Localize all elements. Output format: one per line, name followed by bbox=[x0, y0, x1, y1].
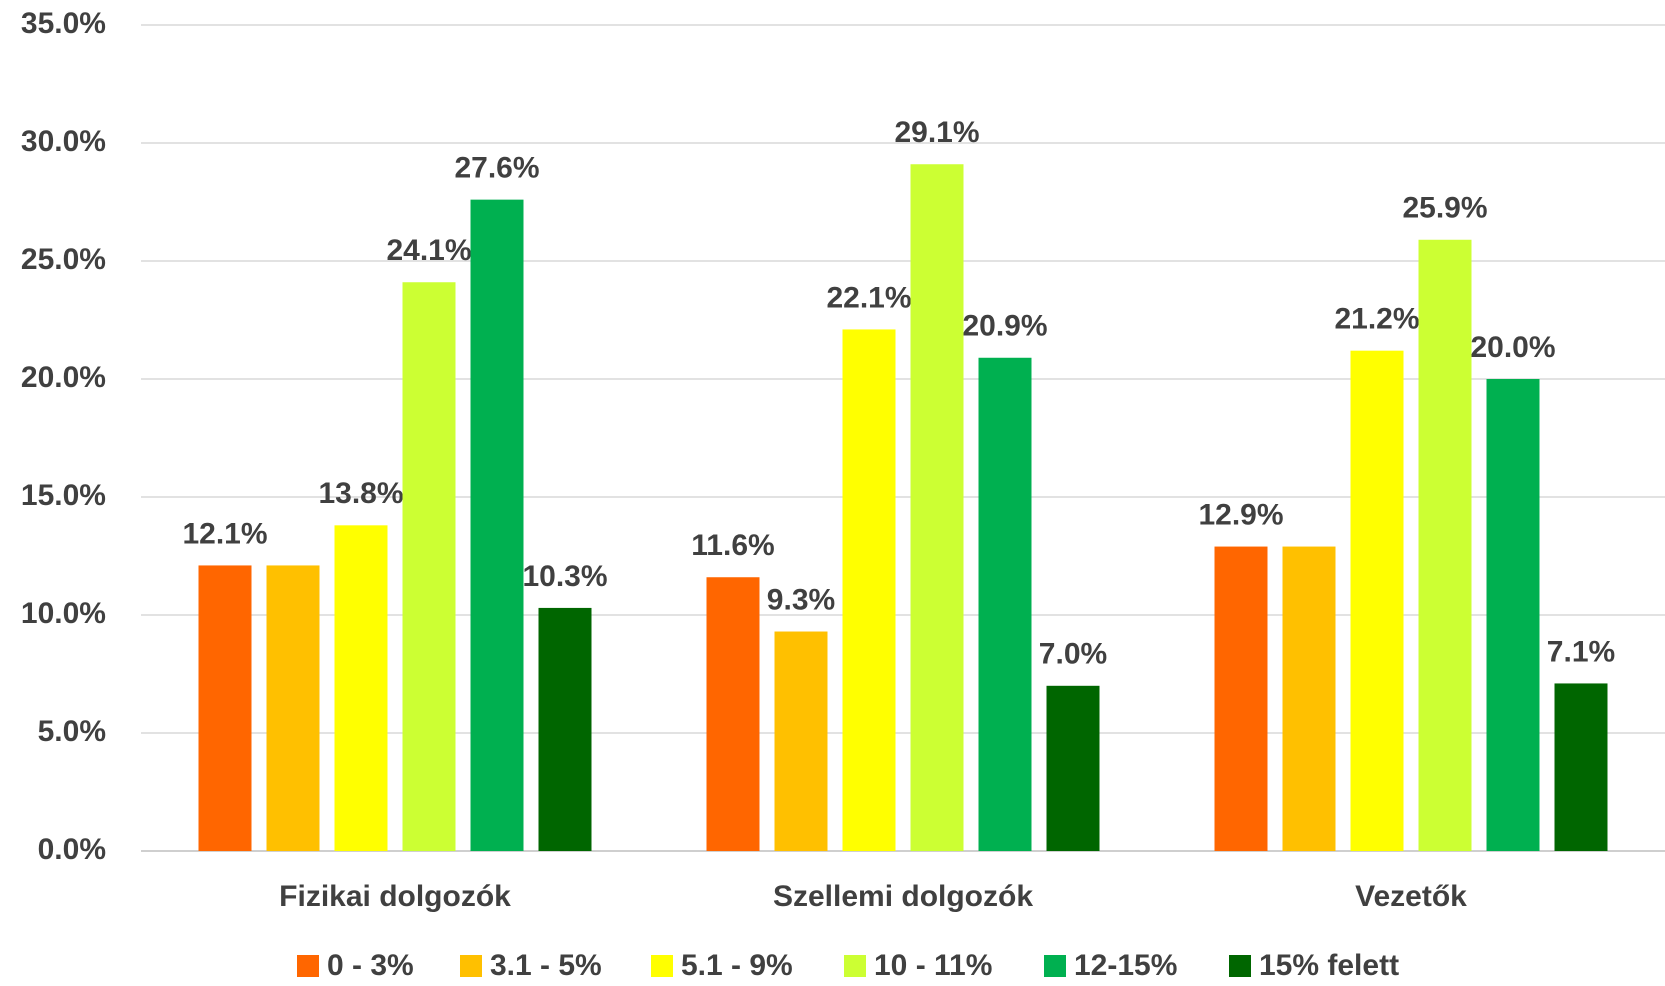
bar bbox=[538, 607, 592, 851]
legend-label: 10 - 11% bbox=[874, 949, 992, 981]
legend-label: 12-15% bbox=[1074, 949, 1177, 981]
legend-swatch bbox=[1044, 955, 1066, 977]
bar bbox=[334, 525, 388, 851]
legend-label: 5.1 - 9% bbox=[681, 949, 793, 981]
data-label: 9.3% bbox=[767, 583, 835, 616]
bar bbox=[706, 577, 760, 851]
bar bbox=[266, 565, 320, 851]
data-label: 13.8% bbox=[318, 477, 403, 510]
legend-swatch bbox=[651, 955, 673, 977]
data-label: 21.2% bbox=[1334, 303, 1419, 336]
bar bbox=[774, 631, 828, 851]
bar bbox=[1486, 379, 1540, 851]
data-label: 24.1% bbox=[386, 234, 471, 267]
y-tick-label: 25.0% bbox=[21, 243, 106, 276]
y-tick-label: 10.0% bbox=[21, 597, 106, 630]
data-label: 29.1% bbox=[894, 116, 979, 149]
bar bbox=[1214, 546, 1268, 851]
data-label: 27.6% bbox=[454, 152, 539, 185]
data-label: 12.1% bbox=[182, 517, 267, 550]
legend-label: 15% felett bbox=[1259, 949, 1399, 981]
data-label: 20.0% bbox=[1470, 331, 1555, 364]
x-tick-label: Vezetők bbox=[1355, 880, 1467, 913]
bar bbox=[198, 565, 252, 851]
legend-swatch bbox=[297, 955, 319, 977]
bar bbox=[1418, 239, 1472, 851]
data-label: 7.1% bbox=[1547, 635, 1615, 668]
y-tick-label: 15.0% bbox=[21, 479, 106, 512]
x-tick-label: Szellemi dolgozók bbox=[773, 880, 1033, 913]
data-label: 12.9% bbox=[1198, 498, 1283, 531]
bar bbox=[402, 282, 456, 851]
bar bbox=[1350, 350, 1404, 851]
legend-swatch bbox=[460, 955, 482, 977]
data-label: 25.9% bbox=[1402, 192, 1487, 225]
y-tick-label: 0.0% bbox=[38, 833, 106, 866]
bar bbox=[910, 164, 964, 852]
bar bbox=[1282, 546, 1336, 851]
data-label: 22.1% bbox=[826, 281, 911, 314]
bar bbox=[1046, 685, 1100, 851]
bar bbox=[842, 329, 896, 851]
y-tick-label: 35.0% bbox=[21, 7, 106, 40]
y-tick-label: 20.0% bbox=[21, 361, 106, 394]
data-label: 7.0% bbox=[1039, 638, 1107, 671]
bar bbox=[1554, 683, 1608, 851]
x-tick-label: Fizikai dolgozók bbox=[279, 880, 511, 913]
legend-label: 0 - 3% bbox=[327, 949, 414, 981]
legend-swatch bbox=[844, 955, 866, 977]
legend-label: 3.1 - 5% bbox=[490, 949, 602, 981]
data-label: 11.6% bbox=[691, 529, 774, 562]
data-label: 20.9% bbox=[962, 310, 1047, 343]
bar bbox=[978, 357, 1032, 851]
bar bbox=[470, 199, 524, 851]
data-label: 10.3% bbox=[522, 560, 607, 593]
y-tick-label: 30.0% bbox=[21, 125, 106, 158]
y-tick-label: 5.0% bbox=[38, 715, 106, 748]
legend-swatch bbox=[1229, 955, 1251, 977]
